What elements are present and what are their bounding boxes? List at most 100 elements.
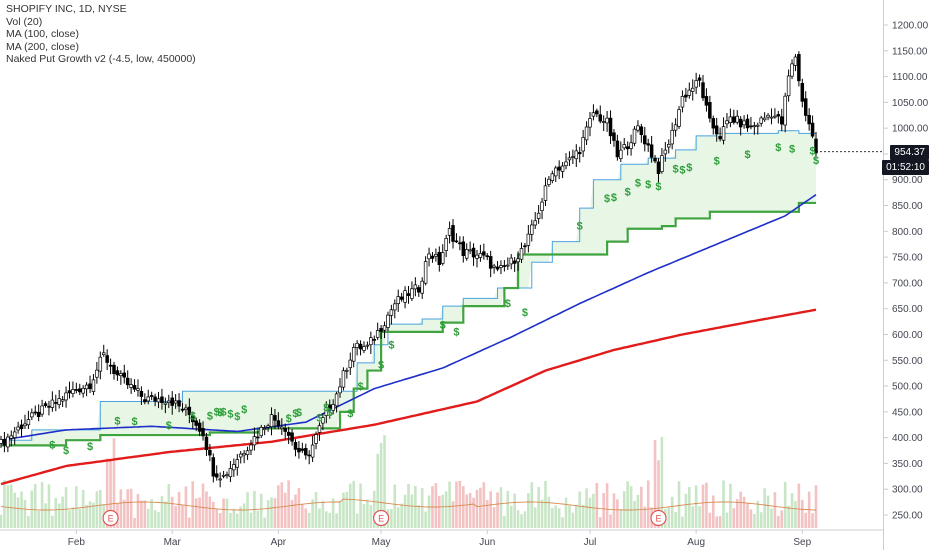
candle-body <box>543 185 548 201</box>
candle-body <box>129 384 133 388</box>
candle-body <box>769 116 774 119</box>
candle-body <box>735 115 739 123</box>
indicator-naked-put[interactable]: Naked Put Growth v2 (-4.5, low, 450000) <box>6 53 196 66</box>
candle-body <box>262 428 267 431</box>
candle-body <box>143 399 147 403</box>
volume-bar <box>215 508 219 528</box>
candle-body <box>259 427 264 437</box>
volume-bar <box>441 494 445 528</box>
volume-bar <box>112 438 116 528</box>
candle-body <box>98 356 103 372</box>
volume-bar <box>746 503 749 528</box>
earnings-marker[interactable] <box>102 509 119 527</box>
put-signal-marker: $ <box>505 298 511 310</box>
candle-body <box>95 369 99 378</box>
candle-body <box>667 144 671 148</box>
candle-body <box>619 149 623 159</box>
candle-body <box>677 109 681 127</box>
volume-bar <box>212 501 215 528</box>
candle-body <box>509 257 513 265</box>
volume-bar <box>78 508 82 528</box>
volume-bar <box>160 496 164 528</box>
volume-bar <box>670 496 674 528</box>
candle-body <box>225 474 229 476</box>
candle-body <box>180 408 185 411</box>
volume-bar <box>770 508 773 528</box>
indicator-ma100[interactable]: MA (100, close) <box>6 28 79 41</box>
put-signal-marker: $ <box>316 412 322 424</box>
candle-body <box>163 402 168 405</box>
volume-bar <box>804 512 808 528</box>
volume-bar <box>554 505 558 528</box>
candle-body <box>269 414 274 428</box>
put-signal-marker: $ <box>323 402 329 414</box>
candle-body <box>690 87 695 92</box>
candle-body <box>800 83 805 102</box>
earnings-marker[interactable] <box>650 509 667 527</box>
volume-bar <box>170 496 174 528</box>
volume-bar <box>629 486 633 528</box>
volume-bar <box>47 484 51 528</box>
volume-bar <box>598 517 602 528</box>
volume-bar <box>578 491 582 528</box>
volume-bar <box>280 482 284 528</box>
candle-body <box>553 167 558 177</box>
candle-body <box>249 444 253 451</box>
candle-body <box>33 411 37 414</box>
indicator-volume[interactable]: Vol (20) <box>6 15 43 28</box>
candle-body <box>91 379 96 392</box>
candle-body <box>639 126 644 135</box>
candle-body <box>752 125 757 128</box>
volume-bar <box>790 493 794 528</box>
volume-bar <box>701 484 705 528</box>
symbol-title[interactable]: SHOPIFY INC, 1D, NYSE <box>6 3 127 15</box>
candle-body <box>293 442 298 450</box>
ma200-line <box>0 308 817 486</box>
earnings-marker[interactable] <box>373 509 390 527</box>
volume-bar <box>273 498 277 528</box>
y-axis-label: 1000.00 <box>892 124 929 135</box>
candle-body <box>694 80 698 88</box>
put-signal-marker: $ <box>813 155 819 167</box>
volume-bar <box>492 507 496 528</box>
candle-body <box>286 431 291 436</box>
volume-bar <box>455 481 458 528</box>
candle-body <box>595 110 599 115</box>
volume-bar <box>372 490 376 528</box>
candle-body <box>797 54 801 82</box>
candle-body <box>560 165 565 172</box>
candle-body <box>567 157 572 161</box>
volume-bar <box>451 501 455 528</box>
volume-bar <box>379 442 383 528</box>
volume-bar <box>468 493 472 528</box>
candle-body <box>591 112 596 117</box>
put-signal-marker: $ <box>635 178 641 190</box>
volume-bar <box>763 488 766 528</box>
volume-bar <box>369 505 373 528</box>
volume-bar <box>181 504 184 528</box>
candle-body <box>643 135 647 145</box>
candle-body <box>197 422 202 432</box>
volume-bar <box>506 490 510 528</box>
volume-bar <box>359 483 362 528</box>
volume-bar <box>766 495 770 528</box>
candle-body <box>612 132 616 141</box>
indicator-ma200[interactable]: MA (200, close) <box>6 40 79 53</box>
volume-bar <box>140 500 143 528</box>
volume-bar <box>434 483 438 528</box>
volume-bar <box>390 508 393 528</box>
candle-body <box>814 138 818 154</box>
candle-body <box>420 280 424 294</box>
candle-body <box>26 419 31 426</box>
volume-bar <box>95 491 99 528</box>
candle-body <box>649 144 654 158</box>
volume-bar <box>749 509 753 528</box>
candle-body <box>389 309 394 316</box>
volume-bar <box>146 509 150 528</box>
volume-bar <box>109 459 112 528</box>
volume-bar <box>756 500 760 528</box>
volume-bar <box>335 513 338 528</box>
volume-bar <box>20 491 23 528</box>
